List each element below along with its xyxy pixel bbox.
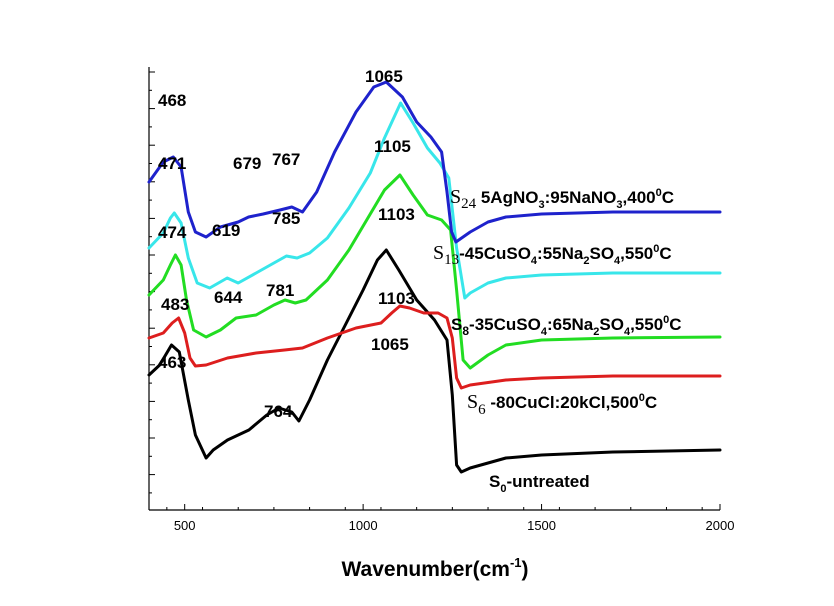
peak-label: 1103 <box>378 289 415 308</box>
peak-label: 474 <box>158 223 187 242</box>
x-tick-label: 1500 <box>527 518 556 533</box>
peak-label: 483 <box>161 295 189 314</box>
series-line-4 <box>147 80 722 244</box>
labels-layer: 468 1065 679 767 471 1105 619 785 474 11… <box>158 67 682 581</box>
peak-label: 785 <box>272 209 300 228</box>
series-line-0 <box>147 248 722 474</box>
axes: 500 1000 1500 2000 <box>148 67 735 533</box>
peak-label: 764 <box>264 402 293 421</box>
x-axis-ticks: 500 1000 1500 2000 <box>166 504 735 533</box>
peak-label: 619 <box>212 221 240 240</box>
series-label-s13: S13-45CuSO4:55Na2SO4,5500C <box>433 242 672 268</box>
x-tick-label: 500 <box>174 518 196 533</box>
series-label-s0: S0-untreated <box>489 472 590 495</box>
peak-label: 767 <box>272 150 300 169</box>
peak-label: 1105 <box>374 137 411 156</box>
series-layer <box>147 80 722 474</box>
x-tick-label: 1000 <box>349 518 378 533</box>
x-tick-label: 2000 <box>706 518 735 533</box>
y-axis-ticks <box>149 71 155 494</box>
peak-label: 1065 <box>365 67 403 86</box>
series-line-3 <box>147 101 722 300</box>
series-label-s6: S6 -80CuCl:20kCl,5000C <box>467 391 657 418</box>
peak-label: 471 <box>158 154 186 173</box>
x-axis-title: Wavenumber(cm-1) <box>342 555 529 581</box>
peak-label: 644 <box>214 288 243 307</box>
peak-label: 781 <box>266 281 294 300</box>
peak-label: 1103 <box>378 205 415 224</box>
peak-label: 679 <box>233 154 261 173</box>
series-label-s24: S24 5AgNO3:95NaNO3,4000C <box>450 186 674 212</box>
series-line-2 <box>147 173 722 370</box>
peak-label: 1065 <box>371 335 409 354</box>
series-label-s8: S8-35CuSO4:65Na2SO4,5500C <box>451 314 682 338</box>
peak-label: 468 <box>158 91 186 110</box>
peak-label: 463 <box>158 353 186 372</box>
series-line-1 <box>147 304 722 390</box>
